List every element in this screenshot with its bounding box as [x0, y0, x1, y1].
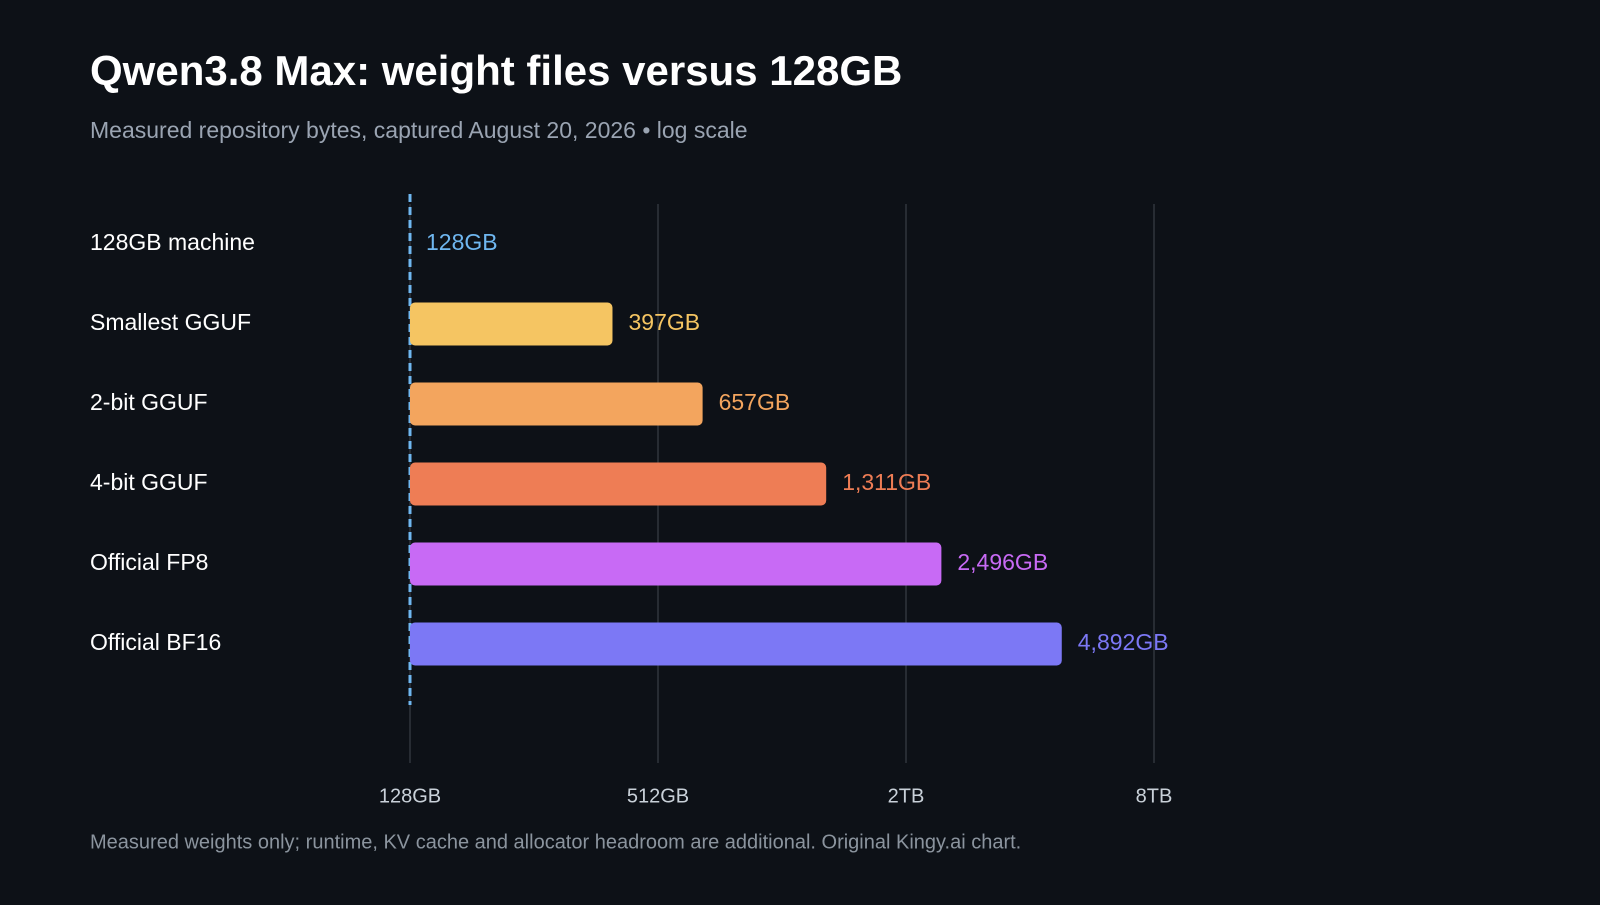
- data-label: 1,311GB: [842, 469, 931, 495]
- x-tick-label: 512GB: [627, 785, 689, 807]
- chart-subtitle: Measured repository bytes, captured Augu…: [90, 117, 748, 143]
- y-tick-label: 128GB machine: [90, 229, 255, 255]
- bar: [410, 622, 1062, 666]
- bar: [410, 302, 613, 346]
- y-tick-label: Official BF16: [90, 629, 221, 655]
- x-tick-label: 8TB: [1136, 785, 1173, 807]
- y-tick-label: 4-bit GGUF: [90, 469, 208, 495]
- y-tick-label: Official FP8: [90, 549, 208, 575]
- x-tick-label: 2TB: [888, 785, 925, 807]
- data-label: 128GB: [426, 229, 498, 255]
- data-label: 2,496GB: [957, 549, 1048, 575]
- y-tick-label: Smallest GGUF: [90, 309, 251, 335]
- bar: [410, 382, 703, 426]
- y-tick-label: 2-bit GGUF: [90, 389, 208, 415]
- bar: [410, 462, 827, 506]
- data-label: 657GB: [719, 389, 791, 415]
- bar: [410, 542, 942, 586]
- chart-title: Qwen3.8 Max: weight files versus 128GB: [90, 47, 902, 94]
- footnote: Measured weights only; runtime, KV cache…: [90, 831, 1021, 853]
- data-label: 4,892GB: [1078, 629, 1169, 655]
- x-tick-label: 128GB: [379, 785, 441, 807]
- data-label: 397GB: [628, 309, 700, 335]
